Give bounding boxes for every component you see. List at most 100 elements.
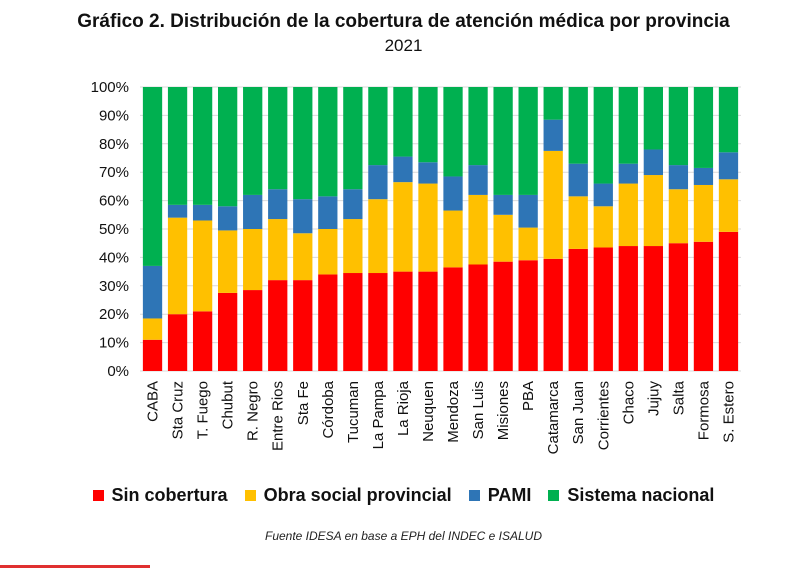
bar-segment-sistema-nacional bbox=[593, 87, 613, 184]
bar-segment-obra-social-provincial bbox=[593, 206, 613, 248]
x-tick-label: Salta bbox=[670, 380, 687, 415]
bar-segment-sistema-nacional bbox=[618, 87, 638, 164]
grid-lines bbox=[140, 86, 741, 372]
bar-segment-pami bbox=[643, 149, 663, 176]
x-tick-label: Neuquen bbox=[420, 381, 437, 442]
y-tick-label: 90% bbox=[99, 107, 129, 124]
legend-label: PAMI bbox=[487, 485, 532, 505]
bar-segment-sin-cobertura bbox=[718, 231, 739, 371]
x-tick-label: PBA bbox=[520, 381, 537, 411]
bar-segment-pami bbox=[468, 165, 488, 195]
bar-segment-sin-cobertura bbox=[243, 290, 263, 371]
x-tick-label: Chaco bbox=[620, 381, 637, 424]
legend-swatch bbox=[244, 490, 256, 501]
x-tick-label: Misiones bbox=[495, 381, 512, 440]
bar-segment-sistema-nacional bbox=[343, 87, 363, 190]
bar-segment-obra-social-provincial bbox=[142, 318, 163, 340]
bar-segment-obra-social-provincial bbox=[493, 214, 513, 262]
bar-segment-sin-cobertura bbox=[368, 273, 388, 371]
legend-label: Sistema nacional bbox=[567, 485, 715, 505]
chart-subtitle: 2021 bbox=[384, 36, 423, 55]
y-axis: 0% 10% 20% 30% 40% 50% 60% 70% 80% 90% 100% bbox=[91, 79, 129, 380]
legend-swatch bbox=[548, 490, 560, 501]
y-tick-label: 10% bbox=[99, 335, 129, 352]
bar-segment-sin-cobertura bbox=[693, 241, 714, 371]
bar-segment-obra-social-provincial bbox=[668, 189, 689, 244]
x-tick-label: Sta Fe bbox=[295, 381, 312, 425]
bar-segment-sin-cobertura bbox=[568, 248, 588, 371]
bar-segment-obra-social-provincial bbox=[443, 210, 463, 268]
x-tick-label: Formosa bbox=[695, 380, 712, 440]
x-axis: CABA Sta Cruz T. Fuego Chubut R. Negro Entre … bbox=[145, 380, 738, 454]
bar-segment-pami bbox=[618, 163, 638, 184]
bar-segment-sistema-nacional bbox=[293, 87, 313, 200]
bar-segment-sistema-nacional bbox=[318, 87, 338, 197]
x-tick-label: San Juan bbox=[570, 381, 587, 444]
bar-segment-sin-cobertura bbox=[518, 260, 538, 371]
x-tick-label: T. Fuego bbox=[195, 381, 212, 439]
bar-segment-pami bbox=[393, 156, 413, 183]
bar-segment-obra-social-provincial bbox=[718, 179, 739, 232]
chart-title: Gráfico 2. Distribución de la cobertura … bbox=[77, 11, 730, 32]
y-tick-label: 60% bbox=[99, 193, 129, 210]
bar-segment-sin-cobertura bbox=[318, 274, 338, 371]
bar-segment-obra-social-provincial bbox=[243, 229, 263, 291]
bar-segment-sistema-nacional bbox=[393, 87, 413, 157]
x-tick-label: Jujuy bbox=[645, 381, 662, 417]
bar-segment-sistema-nacional bbox=[443, 87, 463, 177]
bar-segment-obra-social-provincial bbox=[343, 219, 363, 274]
bar-segment-sistema-nacional bbox=[568, 87, 588, 164]
y-tick-label: 80% bbox=[99, 136, 129, 153]
bar-segment-sistema-nacional bbox=[543, 87, 563, 120]
bar-segment-pami bbox=[668, 165, 689, 190]
x-tick-label: La Rioja bbox=[395, 380, 412, 436]
legend-item-pami: PAMI bbox=[468, 485, 532, 506]
x-tick-label: S. Estero bbox=[720, 381, 737, 443]
bar-segment-obra-social-provincial bbox=[618, 183, 638, 247]
bar-segment-obra-social-provincial bbox=[468, 194, 488, 265]
bar-segment-sistema-nacional bbox=[493, 87, 513, 195]
bar-segment-sistema-nacional bbox=[693, 87, 714, 168]
x-tick-label: Catamarca bbox=[545, 380, 562, 454]
bar-segment-sistema-nacional bbox=[643, 87, 663, 150]
legend-item-sin-cobertura: Sin cobertura bbox=[92, 485, 228, 506]
bar-segment-sin-cobertura bbox=[343, 273, 363, 371]
x-tick-label: San Luis bbox=[470, 381, 487, 439]
x-tick-label: CABA bbox=[145, 381, 162, 422]
bar-segment-pami bbox=[268, 189, 288, 220]
x-tick-label: Córdoba bbox=[320, 380, 337, 438]
bar-segment-sin-cobertura bbox=[167, 314, 188, 371]
x-tick-label: Tucuman bbox=[345, 381, 362, 443]
x-tick-label: Corrientes bbox=[595, 381, 612, 450]
bar-segment-obra-social-provincial bbox=[318, 229, 338, 275]
bar-segment-obra-social-provincial bbox=[268, 219, 288, 281]
bar-segment-pami bbox=[718, 152, 739, 180]
bar-segment-sistema-nacional bbox=[668, 87, 689, 166]
bar-segment-obra-social-provincial bbox=[568, 196, 588, 249]
bar-segment-obra-social-provincial bbox=[192, 220, 213, 312]
bar-segment-sistema-nacional bbox=[518, 87, 538, 195]
bar-segment-sistema-nacional bbox=[142, 87, 163, 266]
bar-segment-sin-cobertura bbox=[468, 264, 488, 371]
y-tick-label: 50% bbox=[99, 221, 129, 238]
bar-segment-sistema-nacional bbox=[718, 87, 739, 153]
bar-segment-sistema-nacional bbox=[243, 87, 263, 195]
bar-segment-sin-cobertura bbox=[493, 261, 513, 371]
bar-segment-sistema-nacional bbox=[167, 87, 188, 205]
bar-segment-sin-cobertura bbox=[393, 271, 413, 371]
bar-segment-sistema-nacional bbox=[218, 87, 238, 207]
bar-segment-pami bbox=[167, 204, 188, 218]
x-tick-label: Sta Cruz bbox=[170, 381, 187, 439]
bar-segment-obra-social-provincial bbox=[518, 227, 538, 261]
bar-segment-sin-cobertura bbox=[543, 258, 563, 371]
bar-segment-pami bbox=[543, 119, 563, 151]
bar-segment-pami bbox=[368, 165, 388, 200]
bar-segment-pami bbox=[568, 163, 588, 197]
bar-segment-pami bbox=[693, 167, 714, 185]
bar-segment-pami bbox=[243, 194, 263, 229]
legend-label: Obra social provincial bbox=[263, 485, 452, 505]
y-tick-label: 70% bbox=[99, 164, 129, 181]
x-tick-label: Mendoza bbox=[445, 380, 462, 442]
bar-segment-pami bbox=[142, 265, 163, 319]
bar-segment-pami bbox=[493, 194, 513, 215]
